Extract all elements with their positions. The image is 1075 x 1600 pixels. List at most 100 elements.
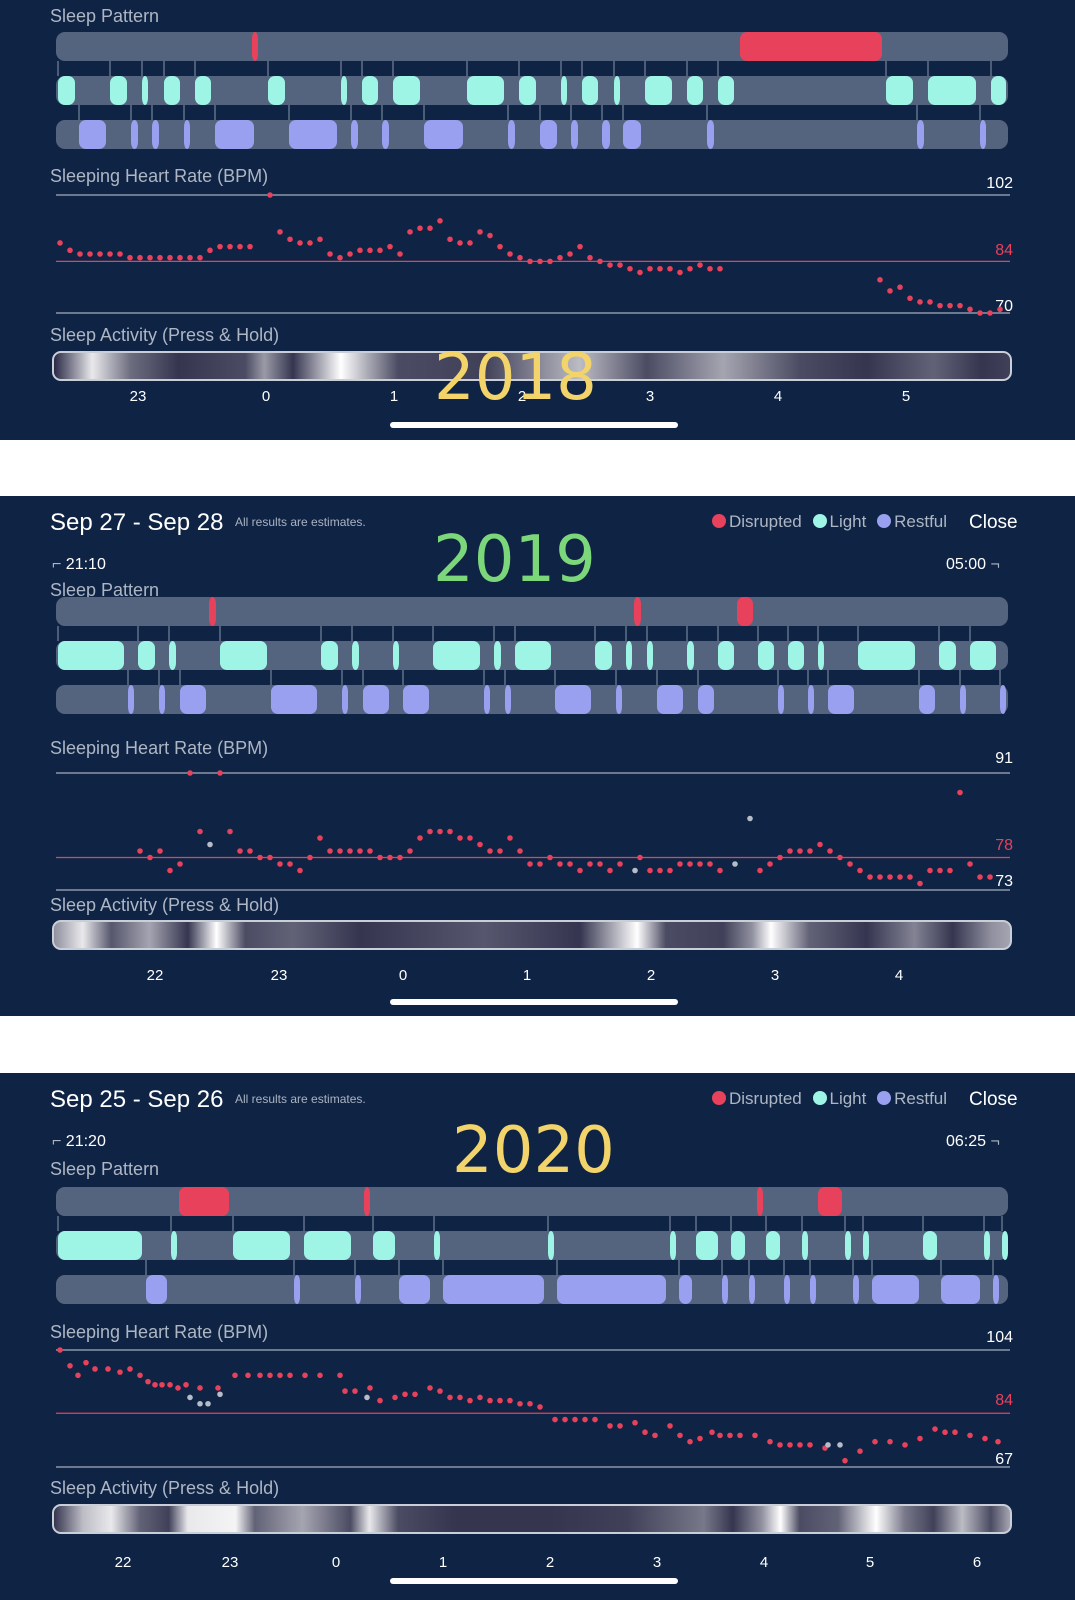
disrupted-segment: [179, 1187, 229, 1216]
hr-point: [842, 1457, 848, 1464]
sleep-pattern-chart[interactable]: [0, 1073, 1075, 1313]
hr-point: [537, 1404, 543, 1410]
light-segment: [233, 1231, 290, 1260]
hr-point: [527, 258, 533, 265]
hr-point: [392, 1394, 398, 1401]
light-segment: [766, 1231, 780, 1260]
end-time-value: 05:00: [946, 556, 987, 573]
hr-point: [552, 1416, 558, 1423]
hr-point: [227, 243, 233, 250]
light-segment: [863, 1231, 869, 1260]
hr-point: [582, 1416, 588, 1423]
hr-point: [147, 854, 153, 861]
hr-point: [107, 251, 113, 257]
hr-point: [987, 310, 993, 316]
hr-point: [527, 861, 533, 867]
light-segment: [687, 76, 703, 105]
hr-point: [857, 1448, 863, 1454]
hr-point: [237, 848, 243, 854]
light-segment: [645, 76, 672, 105]
hr-point: [287, 861, 293, 867]
hr-point: [377, 854, 383, 861]
hr-point: [577, 867, 583, 874]
hr-point: [197, 254, 203, 261]
hr-point: [387, 243, 393, 250]
legend-disrupted: Disrupted: [729, 1089, 802, 1108]
hr-point: [137, 254, 143, 261]
light-segment: [1002, 1231, 1008, 1260]
home-indicator[interactable]: [390, 422, 678, 428]
hr-point: [327, 251, 333, 257]
hr-point: [787, 1442, 793, 1448]
light-segment: [171, 1231, 177, 1260]
start-time: ⌐ 21:10: [52, 557, 106, 573]
hr-point: [942, 1429, 948, 1436]
pattern-track: [56, 1187, 1008, 1216]
activity-bar[interactable]: [52, 351, 1012, 381]
restful-segment: [616, 685, 622, 714]
hr-point: [497, 848, 503, 854]
restful-segment: [146, 1275, 167, 1304]
hr-point: [145, 1378, 151, 1385]
activity-bar[interactable]: [52, 920, 1012, 950]
hr-point: [277, 229, 283, 235]
date-range: Sep 27 - Sep 28: [50, 509, 224, 536]
hr-point: [677, 269, 683, 276]
time-tick: 0: [398, 967, 408, 984]
hr-point: [947, 867, 953, 874]
home-indicator[interactable]: [390, 999, 678, 1005]
close-button[interactable]: Close: [969, 1089, 1018, 1110]
hr-point-muted: [217, 1391, 223, 1398]
hr-point: [902, 1442, 908, 1448]
hr-point: [127, 254, 133, 261]
time-tick: 1: [389, 388, 399, 405]
light-segment: [304, 1231, 351, 1260]
disrupted-legend-dot: [712, 1091, 726, 1105]
restful-segment: [872, 1275, 919, 1304]
hr-point: [517, 848, 523, 854]
estimate-note: All results are estimates.: [235, 1092, 366, 1106]
home-indicator[interactable]: [390, 1578, 678, 1584]
hr-point: [827, 848, 833, 854]
hr-point: [245, 1372, 251, 1379]
hr-point: [387, 854, 393, 861]
time-tick: 22: [114, 1554, 132, 1571]
light-segment: [195, 76, 211, 105]
restful-segment: [571, 120, 578, 149]
time-tick: 4: [759, 1554, 769, 1571]
hr-point: [657, 265, 663, 272]
light-segment: [670, 1231, 676, 1260]
hr-point: [167, 867, 173, 874]
hr-point: [342, 1388, 348, 1394]
hr-point: [467, 835, 473, 841]
hr-point: [597, 258, 603, 265]
light-segment: [886, 76, 913, 105]
sleep-pattern-chart[interactable]: [0, 496, 1075, 736]
hr-point: [527, 1400, 533, 1407]
light-segment: [494, 641, 501, 670]
activity-bar[interactable]: [52, 1504, 1012, 1534]
close-button[interactable]: Close: [969, 512, 1018, 533]
time-tick: 22: [146, 967, 164, 984]
hr-point: [757, 867, 763, 874]
time-tick: 23: [221, 1554, 239, 1571]
hr-point: [857, 867, 863, 874]
light-segment: [373, 1231, 395, 1260]
restful-segment: [289, 120, 337, 149]
hr-point: [105, 1366, 111, 1372]
heart-rate-label: Sleeping Heart Rate (BPM): [50, 166, 269, 186]
sleep-pattern-chart[interactable]: [0, 0, 1075, 160]
time-tick: 0: [331, 1554, 341, 1571]
sleep-pattern-label: Sleep Pattern: [50, 1159, 160, 1179]
legend-disrupted: Disrupted: [729, 512, 802, 531]
light-segment: [352, 641, 359, 670]
hr-point: [777, 1442, 783, 1448]
restful-segment: [1000, 685, 1006, 714]
light-segment: [519, 76, 536, 105]
restful-segment: [443, 1275, 544, 1304]
hr-point: [457, 240, 463, 246]
light-segment: [802, 1231, 808, 1260]
light-segment: [718, 641, 734, 670]
hr-point: [995, 1438, 1001, 1445]
hr-point: [477, 1394, 483, 1401]
